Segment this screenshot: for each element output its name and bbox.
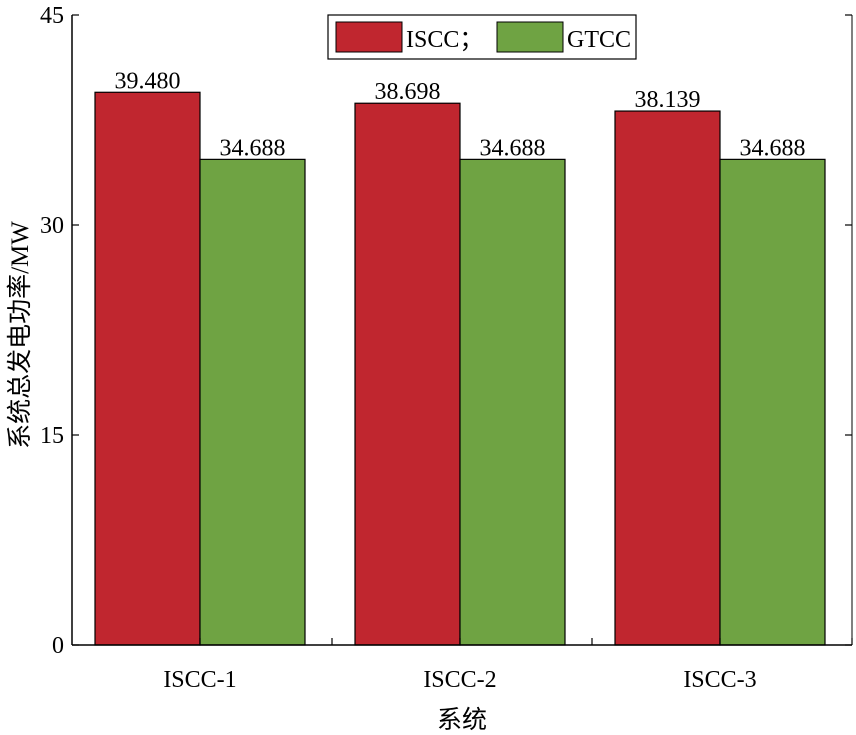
bar-iscc-1-iscc	[94, 91, 201, 646]
y-axis-title: 系统总发电功率/MW	[6, 221, 34, 449]
legend-label-gtcc: GTCC	[567, 27, 631, 53]
data-label: 38.139	[635, 87, 701, 113]
data-label: 34.688	[740, 135, 806, 161]
bar-iscc-2-gtcc	[459, 158, 566, 646]
data-label: 34.688	[480, 135, 546, 161]
legend: ISCC； GTCC	[327, 14, 637, 60]
bar-iscc-1-gtcc	[199, 158, 306, 646]
x-tick-label: ISCC-2	[423, 667, 496, 693]
bar-iscc-3-gtcc	[719, 158, 826, 646]
y-tick-label: 30	[40, 213, 64, 239]
bar-iscc-2-iscc	[354, 102, 461, 646]
x-tick-label: ISCC-3	[683, 667, 756, 693]
legend-swatch-iscc	[335, 21, 403, 53]
x-axis-title: 系统	[437, 706, 487, 734]
legend-label-iscc: ISCC；	[406, 27, 483, 53]
legend-swatch-gtcc	[496, 21, 564, 53]
y-tick-label: 15	[40, 423, 64, 449]
data-label: 38.698	[375, 79, 441, 105]
y-tick-label: 0	[52, 633, 64, 659]
y-ticks-group: 0 15 30 45	[40, 3, 852, 659]
bars-group	[94, 91, 826, 646]
x-tick-label: ISCC-1	[163, 667, 236, 693]
bar-iscc-3-iscc	[614, 110, 721, 646]
data-labels-group: 39.480 34.688 38.698 34.688 38.139 34.688	[115, 68, 806, 161]
data-label: 39.480	[115, 68, 181, 94]
data-label: 34.688	[220, 135, 286, 161]
y-tick-label: 45	[40, 3, 64, 29]
x-ticks-group: ISCC-1 ISCC-2 ISCC-3	[163, 638, 853, 693]
